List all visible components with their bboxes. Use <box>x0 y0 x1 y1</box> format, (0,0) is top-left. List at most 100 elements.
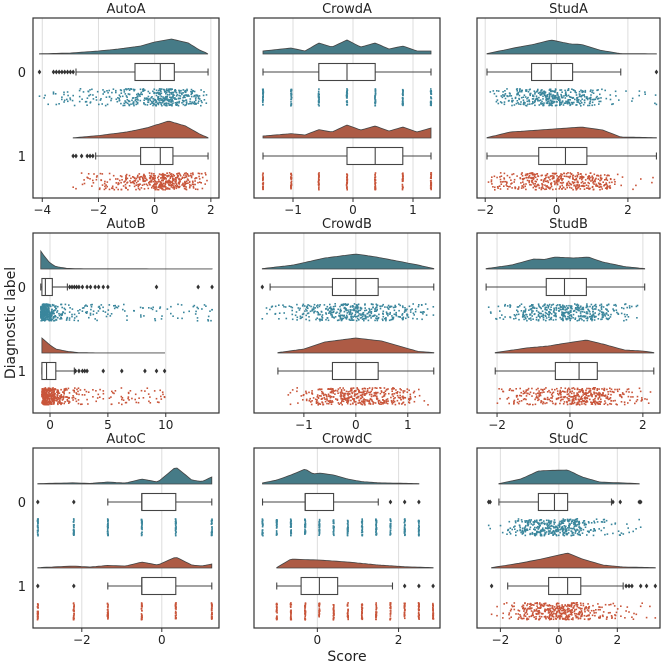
strip-point <box>323 395 325 397</box>
strip-point <box>616 389 618 391</box>
strip-point <box>130 103 132 105</box>
group-1 <box>495 340 654 405</box>
strip-point <box>278 304 280 306</box>
strip-point <box>566 397 568 399</box>
strip-point <box>613 310 615 312</box>
strip-point <box>320 319 322 321</box>
strip-point <box>161 318 163 320</box>
strip-point <box>513 390 515 392</box>
strip-point <box>53 317 55 319</box>
strip-point <box>283 306 285 308</box>
strip-points <box>488 172 654 191</box>
strip-point <box>291 177 293 179</box>
strip-point <box>43 97 45 99</box>
strip-point <box>577 404 579 406</box>
strip-point <box>555 319 557 321</box>
strip-point <box>548 390 550 392</box>
strip-point <box>581 98 583 100</box>
strip-point <box>594 312 596 314</box>
strip-point <box>52 400 54 402</box>
strip-point <box>37 523 39 525</box>
strip-point <box>610 397 612 399</box>
strip-points <box>72 172 207 191</box>
strip-point <box>500 188 502 190</box>
x-tick-label: 2 <box>207 203 215 217</box>
strip-point <box>502 91 504 93</box>
panel-title: StudB <box>549 217 588 232</box>
strip-point <box>576 178 578 180</box>
strip-point <box>555 105 557 107</box>
strip-point <box>613 400 615 402</box>
y-axis-label: Diagnostic label <box>3 267 19 379</box>
strip-point <box>404 390 406 392</box>
strip-point <box>554 173 556 175</box>
strip-point <box>351 388 353 390</box>
strip-point <box>387 403 389 405</box>
strip-point <box>144 390 146 392</box>
strip-point <box>367 390 369 392</box>
strip-point <box>118 305 120 307</box>
strip-point <box>522 178 524 180</box>
strip-point <box>171 186 173 188</box>
strip-point <box>146 97 148 99</box>
strip-point <box>149 98 151 100</box>
strip-point <box>176 104 178 106</box>
strip-point <box>509 306 511 308</box>
strip-point <box>427 308 429 310</box>
strip-point <box>581 403 583 405</box>
strip-point <box>502 181 504 183</box>
strip-point <box>399 403 401 405</box>
strip-point <box>296 311 298 313</box>
strip-point <box>171 99 173 101</box>
outlier-point <box>85 369 89 374</box>
strip-point <box>357 393 359 395</box>
strip-point <box>102 307 104 309</box>
strip-point <box>564 316 566 318</box>
strip-point <box>636 401 638 403</box>
strip-point <box>95 96 97 98</box>
strip-point <box>574 318 576 320</box>
strip-point <box>139 177 141 179</box>
strip-point <box>183 89 185 91</box>
strip-point <box>509 93 511 95</box>
strip-point <box>570 308 572 310</box>
strip-point <box>523 390 525 392</box>
strip-point <box>117 101 119 103</box>
strip-point <box>100 179 102 181</box>
strip-point <box>579 94 581 96</box>
strip-point <box>602 395 604 397</box>
strip-point <box>358 400 360 402</box>
strip-point <box>67 91 69 93</box>
strip-point <box>598 309 600 311</box>
strip-point <box>47 396 49 398</box>
strip-point <box>546 313 548 315</box>
strip-point <box>575 176 577 178</box>
strip-point <box>404 310 406 312</box>
outlier-point <box>93 285 97 290</box>
strip-point <box>556 399 558 401</box>
strip-point <box>598 397 600 399</box>
strip-point <box>365 318 367 320</box>
strip-point <box>592 102 594 104</box>
strip-point <box>195 188 197 190</box>
strip-point <box>507 188 509 190</box>
density-cloud <box>263 125 431 138</box>
strip-point <box>431 172 433 174</box>
strip-point <box>135 99 137 101</box>
strip-point <box>149 181 151 183</box>
strip-point <box>531 395 533 397</box>
strip-point <box>543 104 545 106</box>
strip-point <box>561 396 563 398</box>
strip-point <box>106 186 108 188</box>
strip-point <box>543 91 545 93</box>
strip-point <box>556 175 558 177</box>
strip-point <box>537 175 539 177</box>
strip-point <box>391 319 393 321</box>
strip-points <box>262 88 432 107</box>
strip-point <box>72 95 74 97</box>
strip-point <box>559 304 561 306</box>
strip-points <box>39 88 208 107</box>
strip-point <box>399 316 401 318</box>
strip-point <box>567 90 569 92</box>
strip-point <box>290 186 292 188</box>
